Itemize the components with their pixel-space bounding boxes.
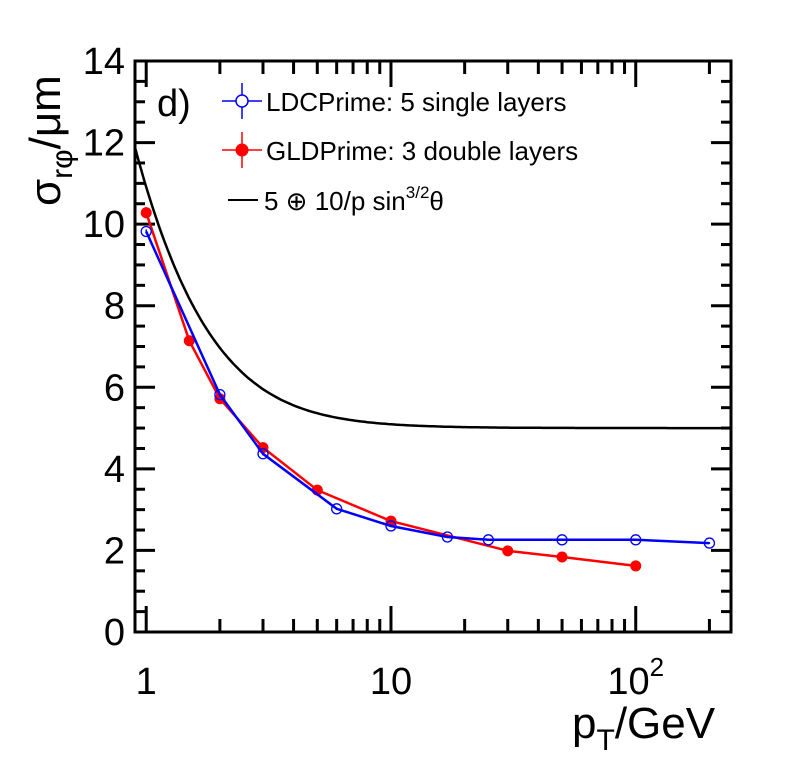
legend-entry-formula: 5 ⊕ 10/p sin3/2θ — [228, 183, 444, 216]
y-axis-title: σrφ/μm — [21, 75, 79, 206]
ldcprime-point — [556, 534, 568, 546]
ldcprime-line — [145, 230, 710, 545]
y-axis-title-rest: /μm — [21, 75, 70, 149]
formula-exponent: 3/2 — [406, 183, 430, 202]
legend-label-ldcprime: LDCPrime: 5 single layers — [266, 87, 567, 117]
ldcprime-point — [214, 388, 226, 401]
gldprime-point — [214, 393, 226, 405]
legend-entry-gldprime: GLDPrime: 3 double layers — [222, 132, 578, 168]
x-tick-label: 102 — [607, 652, 664, 703]
filled-circle-marker-icon — [235, 143, 249, 157]
x-axis-title: pT/GeV — [572, 699, 716, 757]
x-tick-label: 10 — [370, 661, 412, 703]
y-tick-label: 0 — [104, 612, 125, 654]
gldprime-point — [556, 551, 568, 563]
legend-entry-ldcprime: LDCPrime: 5 single layers — [222, 83, 567, 119]
gldprime-point — [183, 335, 195, 347]
formula-curve — [133, 147, 731, 430]
x-axis-title-rest: /GeV — [615, 699, 716, 748]
x-axis-title-main: p — [572, 699, 596, 748]
plot-frame — [133, 59, 733, 634]
ldcprime-point — [385, 520, 397, 532]
y-tick-label: 8 — [104, 286, 125, 328]
axis-ticks — [135, 59, 731, 634]
y-tick-label: 14 — [83, 41, 125, 83]
gldprime-point — [502, 545, 514, 557]
y-tick-label: 10 — [83, 204, 125, 246]
ldcprime-point — [482, 534, 495, 546]
ldcprime-point — [630, 534, 642, 546]
gldprime-point — [630, 560, 642, 572]
y-tick-label: 12 — [83, 123, 125, 165]
x-tick-label-base: 1 — [136, 661, 157, 703]
gldprime-point — [140, 207, 152, 219]
ldcprime-point — [703, 537, 716, 549]
ldcprime-point — [257, 448, 269, 460]
x-tick-label: 1 — [136, 661, 157, 703]
x-tick-label-base: 10 — [370, 661, 412, 703]
legend-label-formula: 5 ⊕ 10/p sin3/2θ — [264, 183, 444, 216]
ldcprime-point — [441, 531, 454, 543]
y-axis-title-main: σ — [21, 179, 70, 206]
formula-main: 5 ⊕ 10/p sin — [264, 186, 406, 216]
ldcprime-point — [140, 225, 152, 238]
legend: LDCPrime: 5 single layers GLDPrime: 3 do… — [222, 83, 578, 216]
data-series — [133, 147, 731, 572]
x-axis-title-sub: T — [596, 724, 614, 757]
y-axis-title-sub: rφ — [46, 149, 79, 178]
ldcprime-point — [331, 503, 343, 515]
x-tick-label-base: 10 — [607, 661, 649, 703]
x-tick-label-exponent: 2 — [650, 652, 664, 682]
legend-label-gldprime: GLDPrime: 3 double layers — [266, 136, 578, 166]
panel-label: d) — [157, 83, 191, 125]
y-tick-label: 6 — [104, 367, 125, 409]
formula-theta: θ — [429, 186, 443, 216]
open-circle-marker-icon — [235, 94, 249, 108]
y-tick-label: 2 — [104, 530, 125, 572]
y-tick-label: 4 — [104, 449, 125, 491]
